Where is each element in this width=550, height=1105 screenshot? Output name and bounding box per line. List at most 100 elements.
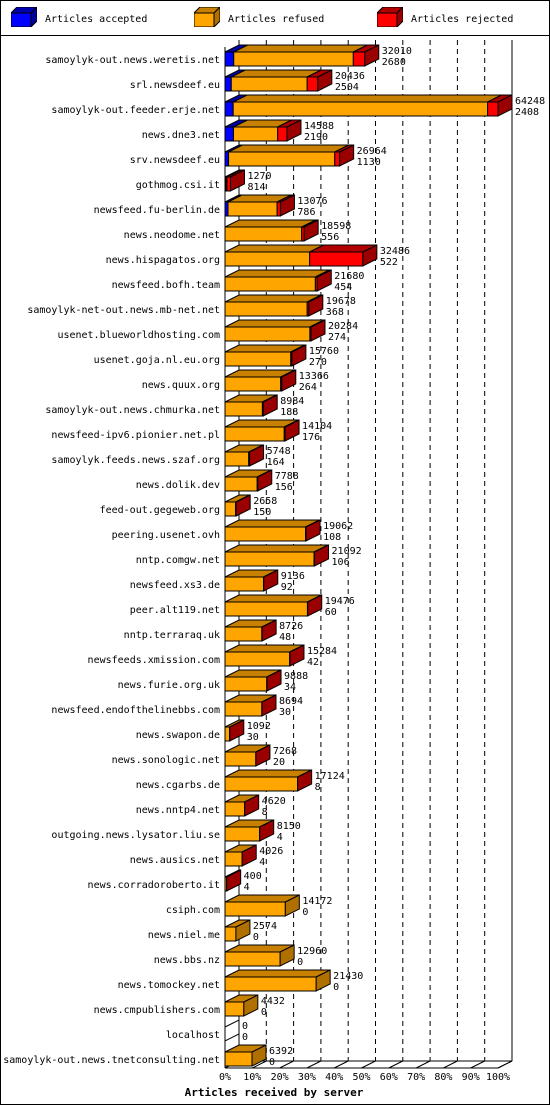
rejected-count-label: 188 xyxy=(280,407,298,418)
rejected-count-label: 556 xyxy=(321,232,339,243)
server-label: news.niel.me xyxy=(148,930,220,941)
bar-refused xyxy=(224,494,250,517)
bar-side xyxy=(235,919,251,942)
bar-refused-front xyxy=(224,826,261,842)
bar-refused xyxy=(224,319,325,342)
bar-refused xyxy=(227,194,292,217)
x-tick-label: 10% xyxy=(243,1072,261,1083)
bar-refused-top xyxy=(233,44,368,53)
server-label: samoylyk-out.news.tnetconsulting.net xyxy=(3,1055,220,1066)
x-tick-label: 40% xyxy=(325,1072,343,1083)
rejected-count-label: 108 xyxy=(323,532,341,543)
server-label: newsfeeds.xmission.com xyxy=(88,655,220,666)
bar-rejected-front xyxy=(277,126,288,142)
total-label: 4026 xyxy=(259,846,283,857)
bar-refused-front xyxy=(224,326,311,342)
bar-rejected xyxy=(309,244,378,267)
total-label: 4620 xyxy=(262,796,286,807)
rejected-count-label: 522 xyxy=(380,257,398,268)
total-label: 2658 xyxy=(253,496,277,507)
rejected-count-label: 150 xyxy=(253,507,271,518)
total-label: 7268 xyxy=(273,746,297,757)
x-tick-label: 0% xyxy=(219,1072,231,1083)
server-label: newsfeed.endofthelinebbs.com xyxy=(51,705,220,716)
rejected-count-label: 0 xyxy=(269,1057,275,1068)
x-axis-title: Articles received by server xyxy=(185,1086,364,1099)
bar-rejected-front xyxy=(309,251,364,267)
server-label: news.nntp4.net xyxy=(136,805,220,816)
rejected-count-label: 786 xyxy=(297,207,315,218)
bar-refused-front xyxy=(230,76,308,92)
server-label: outgoing.news.lysator.liu.se xyxy=(51,830,220,841)
bar-refused-front xyxy=(224,426,285,442)
total-label: 19476 xyxy=(325,596,355,607)
bar-refused-front xyxy=(224,926,237,942)
total-label: 8694 xyxy=(279,696,303,707)
total-label: 5748 xyxy=(267,446,291,457)
rejected-count-label: 156 xyxy=(275,482,293,493)
server-label: nntp.terraraq.uk xyxy=(124,630,220,641)
bar-side xyxy=(286,119,302,142)
floor-tick xyxy=(361,1060,376,1069)
server-label: srv.newsdeef.eu xyxy=(130,155,220,166)
rejected-count-label: 814 xyxy=(247,182,265,193)
bar-refused-front xyxy=(224,601,308,617)
floor-right-edge xyxy=(497,1060,513,1069)
bar-refused-top xyxy=(224,319,325,328)
bar-refused-front xyxy=(224,401,263,417)
rejected-count-label: 0 xyxy=(261,1007,267,1018)
bar-refused xyxy=(224,994,259,1017)
total-label: 13076 xyxy=(297,196,327,207)
bar-rejected-front xyxy=(352,51,366,67)
legend-swatch-refused xyxy=(194,7,220,27)
server-label: newsfeed-ipv6.pionier.net.pl xyxy=(51,430,220,441)
bar-side xyxy=(229,719,245,742)
bar-side xyxy=(303,219,319,242)
bar-side xyxy=(261,694,277,717)
total-label: 14104 xyxy=(302,421,332,432)
total-label: 400 xyxy=(244,871,262,882)
bar-side xyxy=(263,569,279,592)
floor-tick xyxy=(470,1060,485,1069)
total-label: 4432 xyxy=(261,996,285,1007)
rejected-count-label: 274 xyxy=(328,332,346,343)
server-label: newsfeed.bofh.team xyxy=(112,280,220,291)
bar-side xyxy=(279,944,295,967)
bar-rejected-front xyxy=(226,176,231,192)
server-label: localhost xyxy=(166,1030,220,1041)
bar-accepted-front xyxy=(224,126,234,142)
x-tick-label: 60% xyxy=(380,1072,398,1083)
total-label: 32010 xyxy=(382,46,412,57)
bar-refused-front xyxy=(224,501,237,517)
bar-refused-front xyxy=(224,676,268,692)
bar-accepted-front xyxy=(224,76,232,92)
total-label: 19678 xyxy=(326,296,356,307)
total-label: 9888 xyxy=(284,671,308,682)
total-label: 1270 xyxy=(247,171,271,182)
bar-refused xyxy=(224,269,330,292)
bar-refused-top xyxy=(224,269,330,278)
bar-refused-front xyxy=(224,526,307,542)
rejected-count-label: 0 xyxy=(242,1032,248,1043)
server-label: news.dolik.dev xyxy=(136,480,220,491)
rejected-count-label: 270 xyxy=(309,357,327,368)
floor-tick xyxy=(279,1060,294,1069)
bar-refused xyxy=(224,819,274,842)
server-label: srl.newsdeef.eu xyxy=(130,80,220,91)
bar-accepted xyxy=(224,119,248,142)
server-label: news.neodome.net xyxy=(124,230,220,241)
bar-side xyxy=(226,869,242,892)
bar-side xyxy=(289,644,305,667)
rejected-count-label: 2408 xyxy=(515,107,539,118)
bar-refused-front xyxy=(232,101,489,117)
server-label: nntp.comgw.net xyxy=(136,555,220,566)
bar-refused-front xyxy=(224,651,291,667)
total-label: 8726 xyxy=(279,621,303,632)
bar-side xyxy=(244,794,260,817)
server-label: news.cmpublishers.com xyxy=(94,1005,220,1016)
bar-empty xyxy=(224,1019,240,1042)
bar-refused xyxy=(232,94,502,117)
server-label: news.cgarbs.de xyxy=(136,780,220,791)
x-tick-label: 70% xyxy=(407,1072,425,1083)
